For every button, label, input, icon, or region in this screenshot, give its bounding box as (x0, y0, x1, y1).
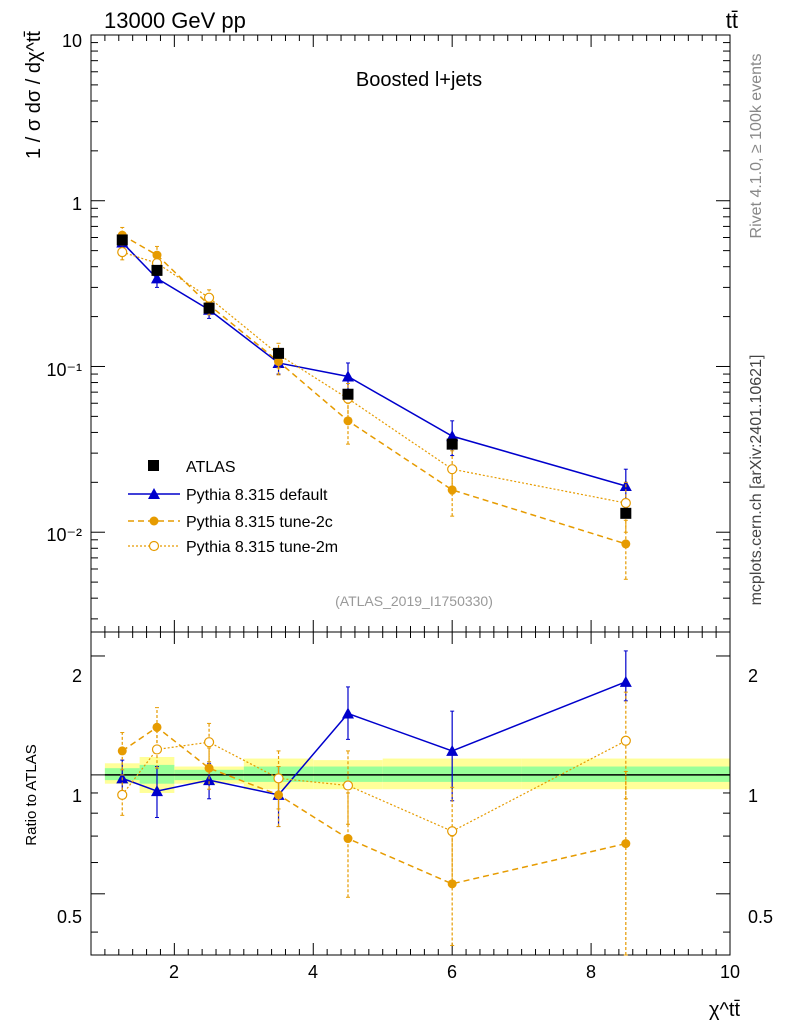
ratio-point-tune2c (152, 722, 162, 732)
ratio-y-tick-2-right: 2 (748, 666, 758, 686)
ratio-point-tune2m (273, 773, 284, 784)
ratio-point-tune2m (447, 826, 458, 837)
main-point-atlas (151, 264, 163, 276)
ratio-point-default (446, 744, 459, 756)
source-label: mcplots.cern.ch [arXiv:2401.10621] (748, 355, 765, 606)
legend-marker-tune2m (148, 540, 160, 552)
ratio-point-tune2m (203, 737, 215, 748)
ratio-y-tick-2: 2 (72, 666, 82, 686)
main-title: Boosted l+jets (356, 69, 482, 91)
legend-marker-atlas (148, 460, 159, 471)
main-point-atlas (203, 302, 215, 314)
energy-label: 13000 GeV pp (104, 8, 246, 33)
ratio-point-default (150, 785, 163, 797)
ratio-frame (90, 631, 731, 956)
main-point-tune2m (203, 292, 215, 303)
watermark: (ATLAS_2019_I1750330) (335, 593, 493, 609)
main-point-tune2c (447, 485, 457, 495)
ratio-y-tick-0.5: 0.5 (57, 907, 82, 927)
main-point-default (446, 430, 459, 442)
main-y-tick-1: 1 (72, 194, 82, 214)
x-tick-2: 2 (169, 962, 179, 982)
main-point-default (341, 370, 354, 382)
main-point-tune2c (621, 539, 631, 549)
main-point-tune2m (447, 464, 458, 475)
ratio-point-tune2c (274, 790, 284, 800)
ratio-point-tune2c (621, 839, 631, 849)
main-y-tick-0.1: 10⁻¹ (46, 360, 82, 380)
main-point-atlas (116, 234, 128, 246)
ratio-point-tune2c (204, 763, 214, 773)
process-label: tt̄ (726, 8, 738, 33)
ratio-y-tick-0.5-right: 0.5 (748, 907, 773, 927)
main-point-tune2m (117, 246, 128, 258)
ratio-point-tune2m (151, 744, 163, 755)
ratio-y-tick-1: 1 (72, 786, 82, 806)
main-point-tune2c (343, 416, 353, 426)
x-tick-4: 4 (308, 962, 318, 982)
main-point-atlas (342, 388, 354, 400)
x-tick-6: 6 (447, 962, 457, 982)
ratio-point-tune2m (342, 780, 354, 791)
ratio-point-tune2m (117, 789, 128, 800)
rivet-label: Rivet 4.1.0, ≥ 100k events (748, 54, 765, 239)
main-series-line-default (121, 241, 627, 487)
ratio-point-default (619, 675, 632, 687)
x-tick-10: 10 (720, 962, 740, 982)
legend-marker-tune2c (149, 516, 159, 526)
ratio-point-tune2m (620, 735, 631, 746)
main-point-tune2m (620, 497, 631, 509)
ratio-point-tune2c (117, 746, 127, 756)
legend-marker-default (148, 488, 160, 499)
ratio-y-axis-label: Ratio to ATLAS (23, 744, 40, 845)
main-point-default (150, 272, 163, 284)
ratio-point-default (203, 774, 216, 786)
main-y-tick-10: 10 (62, 31, 82, 51)
legend-label-tune2m: Pythia 8.315 tune-2m (186, 539, 338, 556)
x-axis-label: χ^tt̄ (709, 999, 740, 1021)
main-point-atlas (273, 347, 285, 359)
main-y-tick-0.01: 10⁻² (46, 525, 82, 545)
legend-label-atlas: ATLAS (186, 459, 236, 476)
ratio-point-tune2c (447, 879, 457, 889)
main-point-atlas (446, 438, 458, 450)
ratio-point-tune2c (343, 834, 353, 844)
x-tick-8: 8 (586, 962, 596, 982)
legend-label-tune2c: Pythia 8.315 tune-2c (186, 514, 333, 531)
main-point-atlas (620, 507, 632, 519)
ratio-y-tick-1-right: 1 (748, 786, 758, 806)
main-y-axis-label: 1 / σ dσ / dχ^tt̄ (23, 31, 45, 159)
ratio-series-line-tune2c (121, 726, 626, 885)
legend-label-default: Pythia 8.315 default (186, 487, 328, 504)
ratio-point-default (341, 707, 354, 719)
legend: ATLAS Pythia 8.315 default Pythia 8.315 … (128, 459, 338, 556)
